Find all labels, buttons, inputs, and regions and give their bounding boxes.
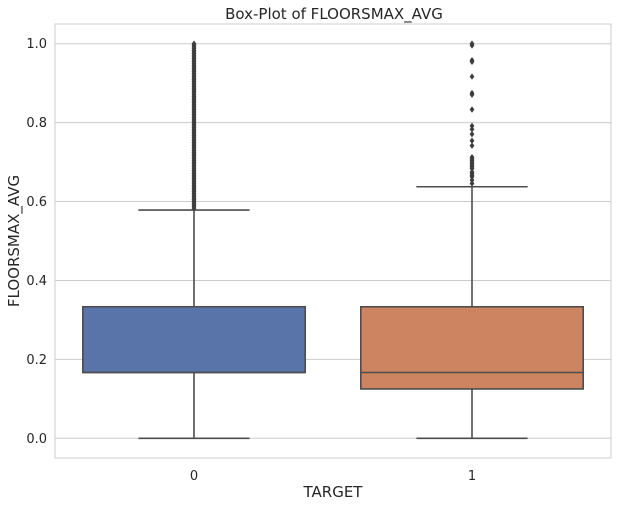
y-tick-label: 1.0 [26, 37, 47, 52]
y-tick-label: 0.0 [26, 432, 47, 447]
outlier-point [469, 130, 475, 138]
y-tick-label: 0.6 [26, 195, 47, 210]
outlier-point [469, 168, 475, 176]
x-tick-label: 1 [468, 469, 476, 484]
outlier-point [469, 153, 475, 161]
plot-frame [54, 23, 612, 459]
outlier-point [469, 56, 475, 64]
chart-title: Box-Plot of FLOORSMAX_AVG [225, 5, 443, 24]
y-tick-label: 0.4 [26, 274, 47, 289]
outlier-point [469, 126, 475, 133]
box-group-1 [359, 40, 584, 440]
outlier-point [469, 137, 475, 144]
outlier-point [469, 89, 475, 97]
outlier-point [469, 180, 475, 187]
plot-area [54, 23, 612, 459]
outlier-point [469, 73, 475, 80]
y-tick-labels: 0.0 0.2 0.4 0.6 0.8 1.0 [26, 37, 47, 447]
outlier-point [469, 142, 475, 149]
box-group-0 [82, 40, 306, 440]
y-tick-label: 0.2 [26, 353, 47, 368]
iqr-box [82, 305, 306, 374]
y-tick-label: 0.8 [26, 116, 47, 131]
y-axis-label: FLOORSMAX_AVG [5, 175, 24, 307]
outlier-point [469, 122, 475, 130]
outlier-point [191, 40, 197, 47]
x-axis-label: TARGET [303, 483, 364, 501]
boxes [82, 40, 584, 440]
outlier-point [469, 176, 475, 184]
outlier-point [469, 106, 475, 113]
x-tick-label: 0 [190, 469, 198, 484]
outlier-point [469, 40, 475, 47]
iqr-box [359, 305, 584, 390]
